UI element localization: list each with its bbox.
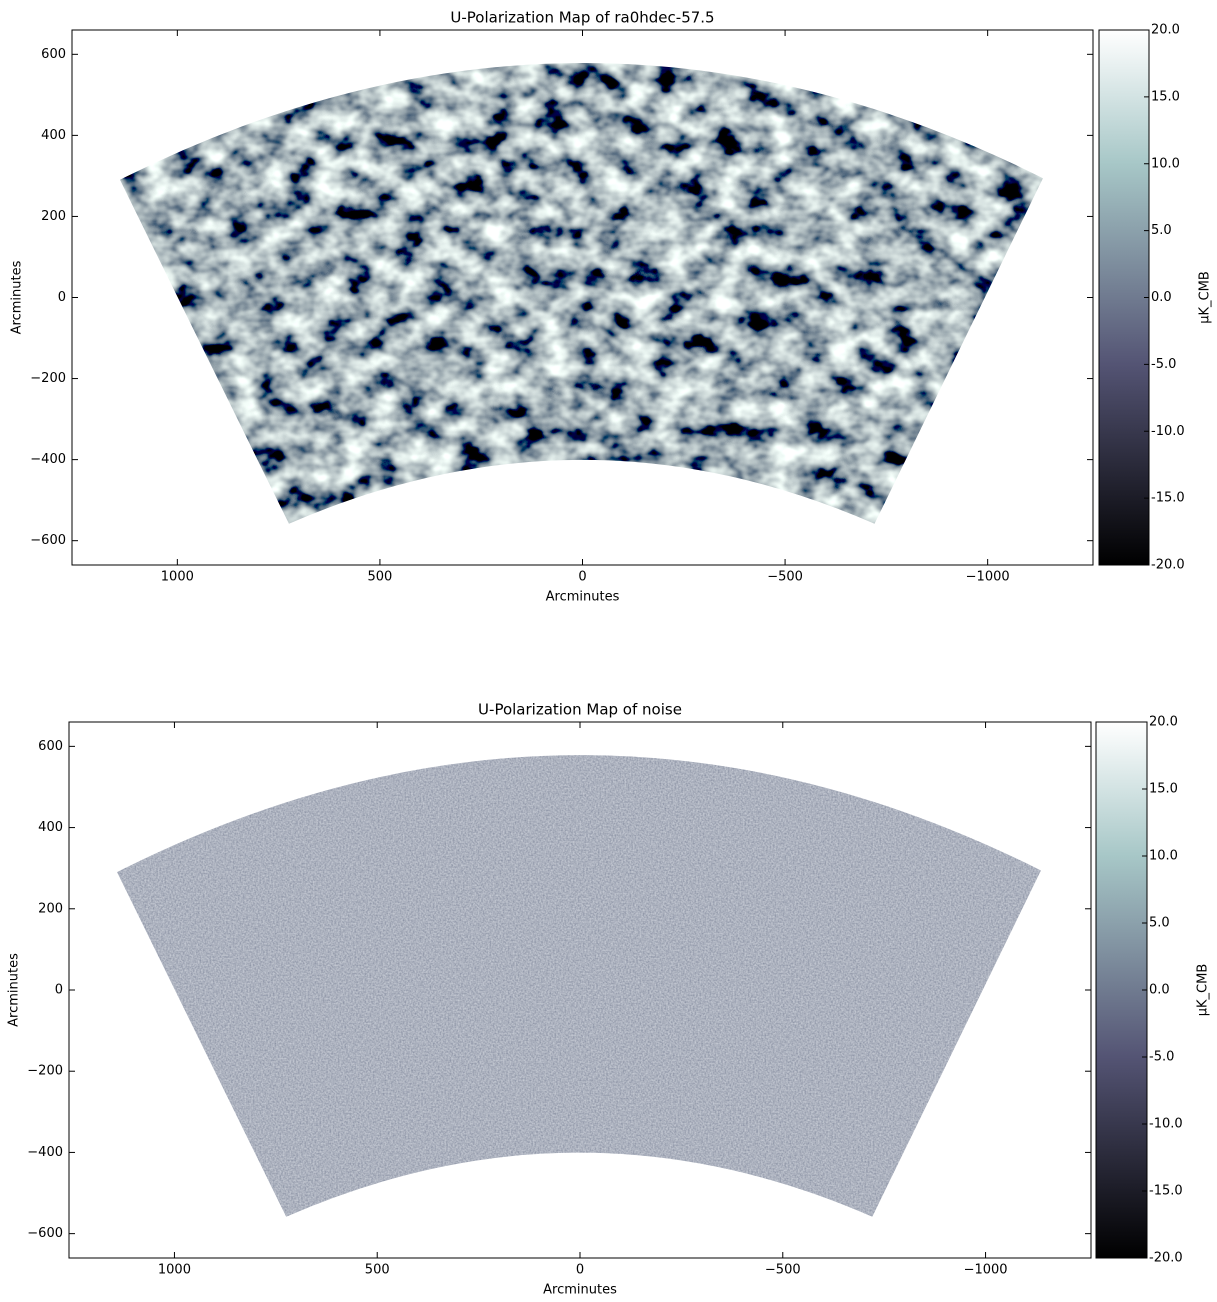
y-tick-label: 200 bbox=[38, 901, 63, 916]
y-tick-label: −600 bbox=[30, 533, 66, 548]
colorbar-tick-label: 20.0 bbox=[1149, 715, 1178, 730]
colorbar bbox=[1095, 721, 1148, 1259]
colorbar bbox=[1098, 29, 1150, 566]
y-tick-label: −200 bbox=[30, 371, 66, 386]
y-axis-label: Arcminutes bbox=[7, 953, 22, 1027]
y-tick-label: −200 bbox=[27, 1064, 63, 1079]
colorbar-tick-label: -10.0 bbox=[1151, 424, 1185, 439]
colorbar-tick-label: -20.0 bbox=[1149, 1251, 1183, 1266]
y-tick-label: −400 bbox=[30, 452, 66, 467]
map-image bbox=[117, 755, 1041, 1217]
x-tick-label: −1000 bbox=[964, 1263, 1008, 1278]
colorbar-tick-label: 20.0 bbox=[1151, 23, 1180, 38]
colorbar-tick-label: 0.0 bbox=[1151, 290, 1172, 305]
x-tick-label: −500 bbox=[765, 1263, 801, 1278]
colorbar-tick-label: 5.0 bbox=[1149, 916, 1170, 931]
map-image bbox=[119, 63, 1043, 524]
chart-title: U-Polarization Map of ra0hdec-57.5 bbox=[450, 9, 714, 27]
colorbar-tick-label: 10.0 bbox=[1151, 156, 1180, 171]
x-tick-label: 1000 bbox=[161, 570, 194, 585]
y-tick-label: −600 bbox=[27, 1226, 63, 1241]
colorbar-tick-label: -5.0 bbox=[1151, 357, 1176, 372]
y-tick-label: 400 bbox=[38, 820, 63, 835]
x-tick-label: 0 bbox=[576, 1263, 584, 1278]
y-tick-label: −400 bbox=[27, 1145, 63, 1160]
y-axis-label: Arcminutes bbox=[10, 260, 25, 334]
colorbar-tick-label: 5.0 bbox=[1151, 223, 1172, 238]
x-tick-label: 500 bbox=[368, 570, 393, 585]
colorbar-tick-label: -5.0 bbox=[1149, 1050, 1174, 1065]
colorbar-tick-label: -20.0 bbox=[1151, 558, 1185, 573]
x-tick-label: 500 bbox=[365, 1263, 390, 1278]
colorbar-tick-label: 15.0 bbox=[1149, 782, 1178, 797]
colorbar-tick-label: -15.0 bbox=[1151, 491, 1185, 506]
y-tick-label: 400 bbox=[41, 128, 66, 143]
colorbar-tick-label: 15.0 bbox=[1151, 89, 1180, 104]
colorbar-label: μK_CMB bbox=[1196, 964, 1211, 1017]
y-tick-label: 600 bbox=[38, 739, 63, 754]
x-axis-label: Arcminutes bbox=[546, 590, 620, 605]
colorbar-label: μK_CMB bbox=[1198, 271, 1213, 324]
x-axis-label: Arcminutes bbox=[543, 1283, 617, 1298]
x-tick-label: −1000 bbox=[966, 570, 1010, 585]
x-tick-label: 0 bbox=[578, 570, 586, 585]
x-tick-label: 1000 bbox=[158, 1263, 191, 1278]
colorbar-tick-label: 0.0 bbox=[1149, 983, 1170, 998]
y-tick-label: 0 bbox=[55, 983, 63, 998]
colorbar-tick-label: -15.0 bbox=[1149, 1184, 1183, 1199]
colorbar-tick-label: -10.0 bbox=[1149, 1117, 1183, 1132]
y-tick-label: 600 bbox=[41, 47, 66, 62]
x-tick-label: −500 bbox=[767, 570, 803, 585]
y-tick-label: 200 bbox=[41, 209, 66, 224]
y-tick-label: 0 bbox=[58, 290, 66, 305]
colorbar-tick-label: 10.0 bbox=[1149, 849, 1178, 864]
chart-title: U-Polarization Map of noise bbox=[478, 701, 682, 719]
